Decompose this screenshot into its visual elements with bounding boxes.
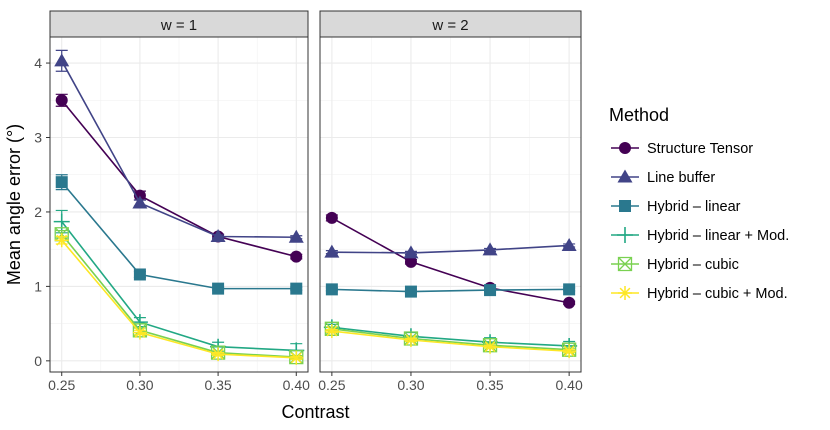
data-point bbox=[325, 283, 338, 296]
data-point bbox=[290, 282, 303, 295]
facet-strip bbox=[319, 10, 582, 38]
data-point bbox=[484, 284, 497, 297]
legend-label: Structure Tensor bbox=[647, 141, 753, 157]
legend-key-marker bbox=[619, 142, 631, 154]
legend-item: Structure Tensor bbox=[611, 141, 753, 157]
series-line bbox=[331, 326, 570, 347]
data-point bbox=[403, 332, 418, 347]
facet-label: w = 2 bbox=[431, 17, 468, 34]
legend-label: Hybrid – linear + Mod. bbox=[647, 228, 789, 244]
series-3 bbox=[55, 174, 303, 295]
panel-1: w = 1 0.25 0.30 0.35 0.40 bbox=[48, 10, 310, 393]
series-2 bbox=[54, 49, 304, 243]
data-point bbox=[211, 347, 226, 362]
series-line bbox=[331, 217, 570, 304]
series-line bbox=[331, 330, 570, 352]
series-line bbox=[61, 239, 297, 359]
legend-label: Hybrid – linear bbox=[647, 199, 741, 215]
data-point bbox=[53, 213, 70, 230]
legend-item: Hybrid – linear bbox=[611, 199, 741, 215]
legend-title: Method bbox=[609, 105, 669, 125]
y-tick-label: 1 bbox=[34, 278, 42, 294]
x-tick-label: 0.30 bbox=[397, 377, 424, 393]
facet-strip bbox=[49, 10, 309, 38]
data-point bbox=[403, 245, 419, 259]
data-point bbox=[563, 283, 576, 296]
panel-2: w = 2 0.25 0.30 0.35 0.40 bbox=[318, 10, 583, 393]
data-point bbox=[288, 229, 304, 243]
data-point bbox=[210, 229, 226, 243]
data-point bbox=[561, 237, 577, 251]
legend-item: Line buffer bbox=[611, 169, 715, 186]
legend-key-marker bbox=[617, 227, 633, 243]
series-line bbox=[61, 99, 297, 258]
panel-border bbox=[319, 36, 582, 373]
y-axis-title: Mean angle error (°) bbox=[4, 124, 24, 285]
gridlines bbox=[320, 37, 581, 372]
legend-label: Hybrid – cubic bbox=[647, 257, 739, 273]
x-tick-label: 0.40 bbox=[283, 377, 310, 393]
data-point bbox=[324, 244, 340, 258]
data-point bbox=[562, 344, 577, 359]
y-tick-label: 2 bbox=[34, 204, 42, 220]
series-6 bbox=[54, 233, 304, 365]
data-point bbox=[483, 339, 498, 354]
series-line bbox=[331, 328, 570, 351]
x-tick-label: 0.35 bbox=[476, 377, 503, 393]
y-tick-label: 3 bbox=[34, 130, 42, 146]
y-tick-label: 4 bbox=[34, 55, 42, 71]
data-point bbox=[290, 250, 303, 263]
data-point bbox=[404, 285, 417, 298]
series-3 bbox=[325, 283, 576, 298]
data-point bbox=[404, 255, 417, 268]
series-line bbox=[61, 233, 297, 358]
x-tick-label: 0.30 bbox=[126, 377, 153, 393]
legend-key-marker bbox=[618, 286, 632, 300]
x-tick-label: 0.25 bbox=[318, 377, 345, 393]
x-axis-title: Contrast bbox=[281, 402, 349, 422]
y-tick-label: 0 bbox=[34, 353, 42, 369]
data-point bbox=[54, 53, 70, 67]
series-6 bbox=[324, 324, 577, 359]
legend-key-marker bbox=[617, 256, 633, 272]
legend-item: Hybrid – linear + Mod. bbox=[611, 227, 789, 244]
legend: Method Structure Tensor Line buffer Hybrid … bbox=[609, 105, 789, 302]
series-line bbox=[61, 181, 297, 290]
data-point bbox=[133, 268, 146, 281]
data-point bbox=[132, 195, 148, 209]
x-tick-label: 0.25 bbox=[48, 377, 75, 393]
legend-key-marker bbox=[619, 200, 631, 212]
data-point bbox=[563, 296, 576, 309]
x-tick-label: 0.40 bbox=[556, 377, 583, 393]
series-line bbox=[331, 244, 570, 254]
data-point bbox=[482, 242, 498, 256]
series-line bbox=[61, 221, 297, 352]
data-point bbox=[54, 233, 69, 248]
legend-item: Hybrid – cubic + Mod. bbox=[611, 286, 788, 302]
data-point bbox=[55, 94, 68, 107]
legend-label: Hybrid – cubic + Mod. bbox=[647, 286, 788, 302]
facet-label: w = 1 bbox=[160, 17, 197, 34]
series-line bbox=[61, 60, 297, 239]
series-2 bbox=[324, 237, 577, 259]
data-point bbox=[212, 282, 225, 295]
data-point bbox=[324, 324, 339, 339]
data-point bbox=[289, 350, 304, 365]
panel-border bbox=[49, 36, 309, 373]
data-point bbox=[55, 176, 68, 189]
legend-item: Hybrid – cubic bbox=[611, 256, 739, 273]
data-point bbox=[132, 325, 147, 340]
data-point bbox=[325, 211, 338, 224]
legend-label: Line buffer bbox=[647, 170, 715, 186]
x-tick-label: 0.35 bbox=[204, 377, 231, 393]
legend-key-marker bbox=[617, 169, 633, 183]
series-line bbox=[331, 288, 570, 293]
